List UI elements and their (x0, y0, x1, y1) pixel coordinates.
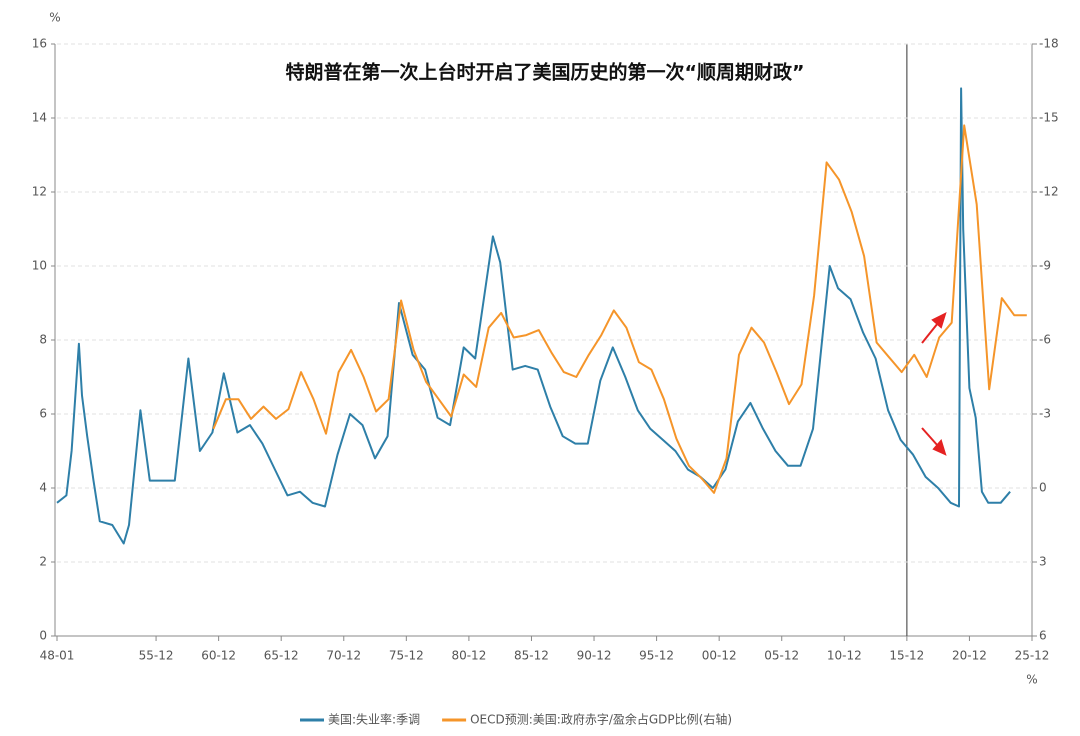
y2-tick-label: -6 (1039, 333, 1051, 347)
x-tick-label: 65-12 (264, 649, 299, 663)
y-tick-label: 6 (39, 407, 47, 421)
arrow-head (932, 438, 947, 456)
x-tick-label: 00-12 (702, 649, 737, 663)
y2-tick-label: -15 (1039, 111, 1059, 125)
x-tick-label: 55-12 (139, 649, 174, 663)
series-line (56, 87, 1011, 545)
x-tick-label: 10-12 (827, 649, 862, 663)
y2-tick-label: 6 (1039, 629, 1047, 643)
y-tick-label: 12 (32, 185, 47, 199)
y-tick-label: 8 (39, 333, 47, 347)
arrow-head (931, 312, 947, 329)
x-tick-label: 75-12 (389, 649, 424, 663)
y-unit: % (49, 11, 60, 25)
arrow-down (921, 427, 939, 447)
y-tick-label: 0 (39, 629, 47, 643)
x-tick-label: 70-12 (326, 649, 361, 663)
x-tick-label: 25-12 (1015, 649, 1050, 663)
x-tick-label: 15-12 (889, 649, 924, 663)
x-tick-label: 60-12 (201, 649, 236, 663)
x-tick-label: 90-12 (577, 649, 612, 663)
y-tick-label: 4 (39, 481, 47, 495)
legend-label: 美国:失业率:季调 (328, 712, 420, 727)
arrow-up (921, 322, 939, 344)
x-tick-label: 20-12 (952, 649, 987, 663)
x-tick-label: 48-01 (40, 649, 75, 663)
y2-tick-label: 0 (1039, 481, 1047, 495)
y2-tick-label: -12 (1039, 185, 1059, 199)
y-tick-label: 2 (39, 555, 47, 569)
x-tick-label: 05-12 (764, 649, 799, 663)
legend-label: OECD预测:美国:政府赤字/盈余占GDP比例(右轴) (470, 712, 732, 727)
y2-tick-label: -18 (1039, 37, 1059, 51)
y2-tick-label: -3 (1039, 407, 1051, 421)
x-tick-label: 95-12 (639, 649, 674, 663)
x-tick-label: 80-12 (451, 649, 486, 663)
series-line (212, 124, 1027, 494)
chart-title: 特朗普在第一次上台时开启了美国历史的第一次“顺周期财政” (286, 61, 805, 84)
y-tick-label: 14 (32, 111, 47, 125)
y-tick-label: 16 (32, 37, 47, 51)
y2-tick-label: -9 (1039, 259, 1051, 273)
y-tick-label: 10 (32, 259, 47, 273)
arrows (921, 312, 947, 456)
y2-unit: % (1026, 673, 1037, 687)
x-tick-label: 85-12 (514, 649, 549, 663)
y2-tick-label: 3 (1039, 555, 1047, 569)
